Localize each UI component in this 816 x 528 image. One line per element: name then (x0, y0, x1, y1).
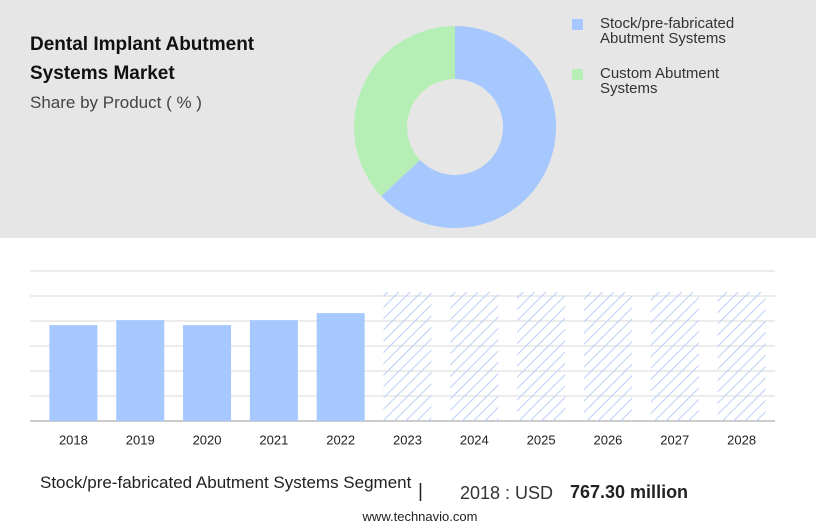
legend-label: Stock/pre-fabricated Abutment Systems (600, 15, 735, 47)
donut-slice (381, 26, 556, 228)
separator: | (418, 481, 423, 502)
forecast-placeholder (583, 292, 632, 421)
x-tick-label: 2018 (59, 432, 88, 447)
forecast-placeholder (383, 292, 432, 421)
x-tick-label: 2027 (660, 432, 689, 447)
donut-slice (354, 26, 455, 197)
forecast-placeholder (450, 292, 499, 421)
x-tick-label: 2024 (460, 432, 489, 447)
chart-subtitle: Share by Product ( % ) (30, 93, 202, 112)
x-tick-label: 2021 (259, 432, 288, 447)
x-tick-label: 2020 (193, 432, 222, 447)
legend-label: Custom Abutment Systems (600, 65, 720, 97)
x-tick-label: 2022 (326, 432, 355, 447)
x-tick-label: 2025 (527, 432, 556, 447)
x-tick-label: 2026 (593, 432, 622, 447)
chart-title: Dental Implant Abutment Systems Market (30, 34, 255, 84)
x-tick-label: 2028 (727, 432, 756, 447)
x-tick-label: 2019 (126, 432, 155, 447)
site-url: www.technavio.com (362, 509, 478, 524)
bar (116, 320, 165, 421)
forecast-placeholder (717, 292, 766, 421)
amount: 767.30 million (570, 482, 689, 502)
year-label: 2018 : USD (460, 483, 554, 503)
legend-swatch (572, 19, 583, 30)
segment-label: Stock/pre-fabricated Abutment Systems Se… (40, 473, 412, 492)
legend-swatch (572, 69, 583, 80)
bar (316, 313, 365, 421)
forecast-placeholder (650, 292, 699, 421)
forecast-placeholder (517, 292, 566, 421)
x-tick-label: 2023 (393, 432, 422, 447)
bar (249, 320, 298, 421)
bar (183, 325, 232, 421)
bar (49, 325, 98, 421)
